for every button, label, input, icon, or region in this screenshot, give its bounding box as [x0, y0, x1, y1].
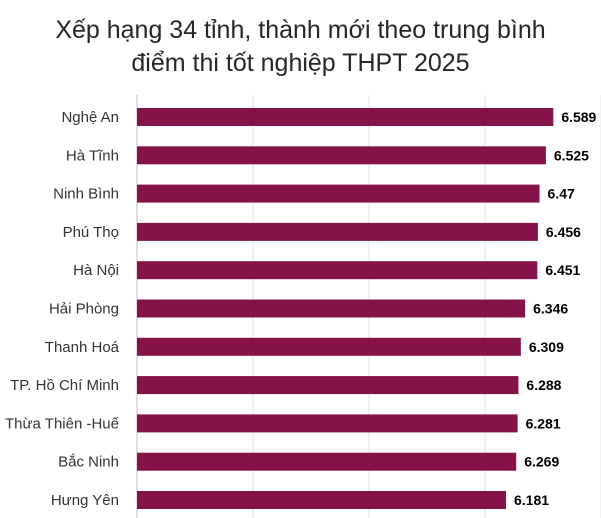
chart-title-line-1: Xếp hạng 34 tỉnh, thành mới theo trung b… [55, 16, 546, 44]
category-label: Hưng Yên [51, 492, 119, 509]
value-label: 6.346 [533, 301, 568, 317]
category-labels: Nghệ An Hà Tĩnh Ninh Bình Phú Thọ Hà Nội Hải … [5, 109, 120, 509]
value-label: 6.281 [526, 415, 561, 431]
category-label: Phú Thọ [63, 224, 119, 241]
category-label: Thừa Thiên -Huế [5, 415, 120, 432]
category-label: TP. Hồ Chí Minh [10, 377, 119, 394]
value-label: 6.451 [545, 262, 580, 278]
bar [137, 222, 538, 241]
value-label: 6.589 [561, 109, 596, 125]
value-label: 6.288 [526, 377, 561, 393]
category-label: Hà Nội [73, 262, 119, 279]
category-label: Nghệ An [61, 109, 119, 126]
bar [137, 299, 526, 318]
bar [137, 337, 521, 356]
bar [137, 376, 519, 395]
value-label: 6.47 [548, 186, 575, 202]
bar [137, 491, 506, 509]
category-label: Thanh Hoá [45, 339, 120, 356]
bar [137, 414, 518, 433]
chart-title-line-2: điểm thi tốt nghiệp THPT 2025 [131, 49, 470, 77]
bar [137, 108, 554, 126]
bar [137, 261, 538, 280]
value-label: 6.309 [529, 339, 564, 355]
value-label: 6.269 [524, 454, 559, 470]
value-label: 6.456 [546, 224, 581, 240]
bar [137, 452, 517, 471]
bar [137, 184, 540, 203]
chart-title: Xếp hạng 34 tỉnh, thành mới theo trung b… [0, 14, 601, 80]
category-label: Ninh Bình [53, 186, 119, 203]
category-label: Hà Tĩnh [66, 147, 119, 164]
category-label: Bắc Ninh [58, 454, 119, 471]
value-label: 6.525 [554, 147, 589, 163]
bars [137, 108, 554, 509]
value-labels: 6.589 6.525 6.47 6.456 6.451 6.346 6.309 6.288 6… [514, 109, 597, 508]
category-label: Hải Phòng [49, 301, 119, 318]
value-label: 6.181 [514, 492, 549, 508]
bar [137, 146, 546, 165]
